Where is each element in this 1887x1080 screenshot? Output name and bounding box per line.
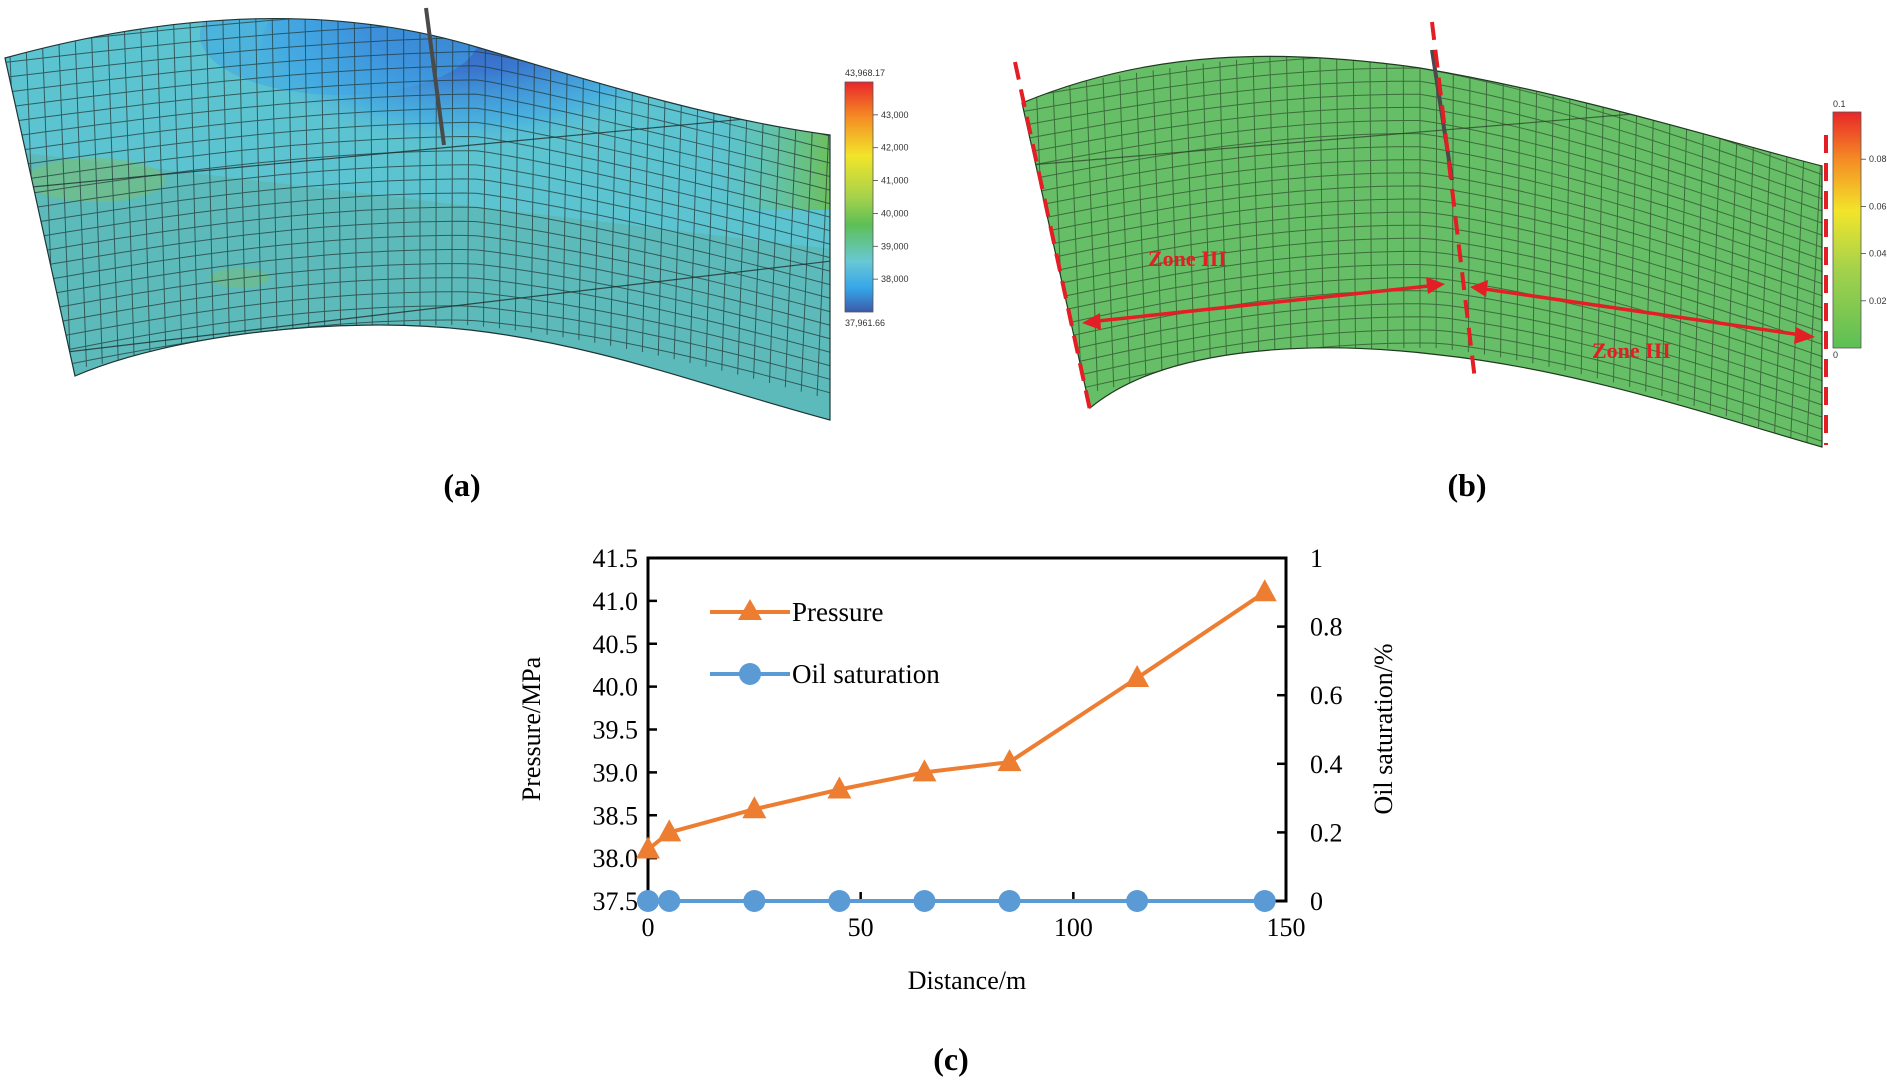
panel-a: 43,968.17 37,961.66 43,000 42,000 41,000 40… (4, 7, 909, 503)
y-axis-tick-label: 40.0 (593, 673, 639, 702)
y2-axis-tick-label: 1 (1310, 544, 1323, 573)
oil-saturation-point (637, 890, 659, 912)
y2-axis-tick-label: 0.4 (1310, 750, 1343, 779)
zone-left-label: Zone III (1148, 246, 1227, 271)
zone-right-arrow (1470, 280, 1815, 344)
panel-a-label: (a) (443, 467, 480, 503)
y-axis-tick-label: 39.0 (593, 758, 639, 787)
pressure-field-mesh (5, 18, 830, 420)
y-axis-tick-label: 37.5 (593, 887, 639, 916)
pressure-colorbar: 43,968.17 37,961.66 43,000 42,000 41,000 40… (844, 68, 909, 328)
y2-axis-tick-label: 0.6 (1310, 681, 1343, 710)
pressure-point (912, 759, 937, 782)
pressure-colorbar-tick-label: 41,000 (881, 176, 909, 186)
x-axis-tick-label: 50 (848, 913, 874, 942)
pressure-colorbar-tick-label: 43,000 (881, 110, 909, 120)
pressure-colorbar-tick-label: 38,000 (881, 274, 909, 284)
pressure-point (827, 776, 852, 799)
legend-oil-saturation-label: Oil saturation (792, 659, 940, 689)
legend-item-oil-saturation: Oil saturation (710, 659, 940, 689)
saturation-colorbar-tick-label: 0.02 (1869, 296, 1887, 306)
panel-c-label: (c) (933, 1041, 969, 1077)
legend-pressure-label: Pressure (792, 597, 883, 627)
well-trajectory (424, 7, 446, 146)
pressure-colorbar-min: 37,961.66 (845, 318, 885, 328)
mesh-outline-b (1021, 55, 1823, 448)
pressure-series-line (646, 590, 1266, 852)
panel-c-chart: 0 50 100 150 37.5 38.0 38.5 39.0 39.5 40.0 40.5 41.… (517, 544, 1398, 1077)
saturation-field-mesh (1022, 56, 1822, 447)
pressure-colorbar-gradient (844, 81, 874, 313)
oil-saturation-point (913, 890, 936, 912)
panel-b-label: (b) (1447, 467, 1486, 503)
plot-area-frame (646, 556, 1288, 903)
pressure-point (657, 819, 682, 842)
saturation-colorbar: 0.1 0 0.08 0.06 0.04 0.02 (1832, 99, 1887, 360)
y2-axis-tick-label: 0.2 (1310, 818, 1343, 847)
pressure-colorbar-tick-label: 42,000 (881, 143, 909, 153)
y-axis-tick-label: 41.5 (593, 544, 639, 573)
y2-axis-tick-label: 0 (1310, 887, 1323, 916)
oil-saturation-point (828, 890, 851, 912)
saturation-colorbar-tick-label: 0.04 (1869, 249, 1887, 259)
pressure-point (1252, 579, 1277, 602)
saturation-colorbar-tick-label: 0.06 (1869, 201, 1887, 211)
x-axis-tick-label: 150 (1267, 913, 1306, 942)
y-axis-title: Pressure/MPa (517, 656, 546, 801)
pressure-colorbar-max: 43,968.17 (845, 68, 885, 78)
legend-item-pressure: Pressure (710, 597, 883, 627)
pressure-point (997, 749, 1022, 772)
x-axis-tick-label: 100 (1054, 913, 1093, 942)
pressure-point (636, 836, 660, 859)
y-axis-tick-label: 41.0 (593, 587, 639, 616)
x-axis-tick-label: 0 (642, 913, 655, 942)
y2-axis-tick-label: 0.8 (1310, 613, 1343, 642)
oil-saturation-point (1253, 890, 1276, 912)
oil-saturation-point (658, 890, 681, 912)
oil-saturation-point (743, 890, 766, 912)
x-axis-title: Distance/m (908, 966, 1026, 995)
pressure-colorbar-tick-label: 40,000 (881, 208, 909, 218)
y2-axis-title: Oil saturation/% (1369, 643, 1398, 814)
zone-right-label: Zone III (1592, 338, 1671, 363)
y-axis-tick-label: 40.5 (593, 630, 639, 659)
y-axis-tick-label: 39.5 (593, 716, 639, 745)
legend-oil-saturation-marker (739, 663, 761, 685)
oil-saturation-point (998, 890, 1021, 912)
y-axis-tick-label: 38.5 (593, 801, 639, 830)
pressure-point (742, 796, 767, 819)
legend-pressure-marker (738, 599, 762, 620)
oil-saturation-point (1126, 890, 1149, 912)
pressure-colorbar-tick-label: 39,000 (881, 241, 909, 251)
saturation-colorbar-gradient (1832, 111, 1862, 349)
saturation-colorbar-min: 0 (1833, 350, 1838, 360)
boundary-left-dashed (1013, 61, 1092, 411)
saturation-colorbar-tick-label: 0.08 (1869, 154, 1887, 164)
y-axis-tick-label: 38.0 (593, 844, 639, 873)
mesh-outline (4, 18, 831, 421)
panel-b: Zone III Zone III 0.1 0 0.08 0.06 0.04 0.02… (1013, 21, 1887, 503)
legend: Pressure Oil saturation (710, 597, 940, 689)
pressure-point (1125, 665, 1150, 688)
saturation-colorbar-max: 0.1 (1833, 99, 1846, 109)
zone-left-arrow (1082, 277, 1445, 330)
boundary-middle-dashed (1430, 21, 1477, 381)
